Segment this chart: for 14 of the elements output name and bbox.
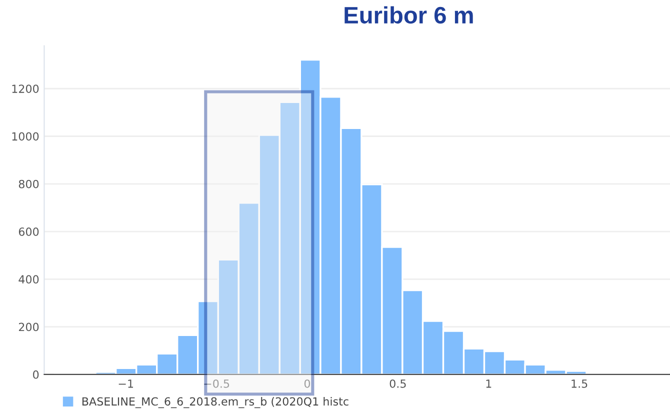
x-tick-label: 0 xyxy=(304,379,310,388)
x-tick-label: 1 xyxy=(486,380,492,388)
x-tick-label: 0.5 xyxy=(390,379,406,388)
y-tick-label: 1200 xyxy=(12,84,39,94)
y-tick-label: 800 xyxy=(18,180,39,188)
y-tick-label: 1000 xyxy=(12,132,39,141)
legend-label: BASELINE_MC_6_6_2018.em_rs_b (2020Q1 histc xyxy=(82,397,348,408)
y-tick-label: 0 xyxy=(33,370,39,379)
x-tick-label: −1 xyxy=(118,380,134,388)
x-tick-label: 1.5 xyxy=(572,380,588,388)
y-tick-label: 200 xyxy=(18,322,39,332)
y-tick-label: 400 xyxy=(18,275,39,284)
y-tick-label: 600 xyxy=(18,227,39,236)
chart-title: Euribor 6 m xyxy=(344,6,473,24)
